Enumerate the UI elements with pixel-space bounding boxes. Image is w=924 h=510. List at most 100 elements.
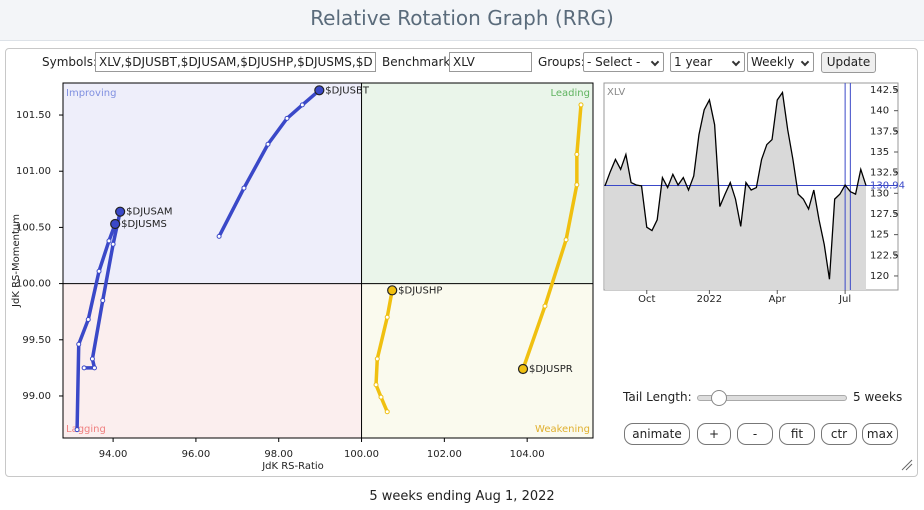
y-tick-label: 137.5 [870, 126, 899, 137]
price-line [604, 90, 867, 280]
tail-point [574, 151, 580, 157]
tail-point [106, 238, 112, 244]
zoom-out-button[interactable]: - [737, 423, 773, 445]
x-axis-label: JdK RS-Ratio [261, 461, 324, 472]
y-tick-label: 142.5 [870, 85, 899, 96]
x-tick-label: Oct [638, 294, 655, 305]
panel [5, 48, 918, 477]
tail-point [100, 297, 106, 303]
y-tick-label: 100.50 [16, 222, 51, 233]
animate-button[interactable]: animate [624, 423, 690, 445]
tail-line [217, 88, 321, 238]
page-title: Relative Rotation Graph (RRG) [310, 6, 614, 30]
tail-point [574, 182, 580, 188]
y-tick-label: 101.00 [16, 166, 51, 177]
y-tick-label: 101.50 [16, 110, 51, 121]
price-title: XLV [607, 87, 625, 98]
zoom-in-button[interactable]: + [697, 423, 731, 445]
plot-frame [62, 82, 594, 439]
y-tick-label: 120 [870, 271, 889, 282]
quadrant-label: Lagging [66, 424, 106, 435]
tail-slider-knob[interactable] [711, 390, 727, 406]
tail-point [265, 141, 271, 147]
y-tick-label: 127.5 [870, 209, 899, 220]
tail-point [241, 185, 247, 191]
tail-line [75, 223, 117, 430]
resize-grip [901, 459, 913, 471]
x-tick-label: 104.00 [510, 449, 545, 460]
head-point [387, 285, 398, 296]
head-point [110, 218, 121, 230]
resize-grip [905, 463, 913, 471]
price-area [605, 92, 866, 290]
series-label: $DJUSAM [126, 207, 172, 218]
x-tick-label: Jul [838, 294, 851, 305]
symbols-label: Symbols: [42, 55, 97, 69]
tail-label: Tail Length: [623, 390, 692, 404]
groups-select[interactable]: - Select - [583, 52, 664, 72]
tail-point [74, 427, 80, 433]
y-axis-label: JdK RS-Momentum [11, 214, 22, 308]
period-select[interactable]: 1 year [670, 52, 745, 72]
groups-label: Groups: [538, 55, 585, 69]
y-tick-label: 100.00 [16, 279, 51, 290]
tail-point [542, 303, 548, 309]
tail-line [521, 104, 583, 370]
series-label: $DJUSHP [398, 285, 442, 296]
symbols-input[interactable]: XLV,$DJUSBT,$DJUSAM,$DJUSHP,$DJUSMS,$D [95, 52, 376, 72]
y-tick-label: 130 [870, 188, 889, 199]
head-point [314, 85, 325, 96]
head-point [115, 206, 126, 217]
x-tick-label: 96.00 [182, 449, 211, 460]
tail-point [578, 102, 584, 108]
tail-point [216, 233, 222, 239]
update-button[interactable]: Update [821, 52, 876, 73]
y-tick-label: 135 [870, 147, 889, 158]
tail-value: 5 weeks [853, 390, 903, 404]
quadrant-lagging [63, 283, 362, 438]
series-label: $DJUSBT [325, 85, 370, 96]
fit-button[interactable]: fit [779, 423, 815, 445]
x-tick-label: 102.00 [427, 449, 462, 460]
quadrant-improving [63, 83, 362, 284]
y-tick-label: 122.5 [870, 250, 899, 261]
x-tick-label: 98.00 [264, 449, 293, 460]
tail-point [76, 341, 82, 347]
y-tick-label: 132.5 [870, 168, 899, 179]
footer: 5 weeks ending Aug 1, 2022 [369, 489, 555, 504]
last-value-label: 130.94 [870, 181, 905, 192]
y-tick-label: 140 [870, 106, 889, 117]
tail-line [374, 290, 394, 413]
x-tick-label: 94.00 [99, 449, 128, 460]
tail-slider[interactable] [697, 395, 847, 401]
benchmark-label: Benchmark: [382, 55, 455, 69]
center-button[interactable]: ctr [821, 423, 857, 445]
tail-point [89, 356, 95, 362]
quadrant-label: Leading [551, 88, 591, 99]
header-bar [0, 0, 924, 41]
tail-point [384, 409, 390, 415]
tail-point [563, 237, 569, 243]
y-tick-label: 125 [870, 230, 889, 241]
quadrant-leading [361, 83, 593, 284]
tail-point [110, 241, 116, 247]
y-tick-label: 99.50 [22, 335, 51, 346]
quadrant-weakening [361, 283, 593, 438]
tail-point [373, 382, 379, 388]
y-tick-label: 99.00 [22, 391, 51, 402]
frequency-select[interactable]: Weekly [747, 52, 814, 72]
max-button[interactable]: max [862, 423, 898, 445]
benchmark-input[interactable]: XLV [449, 52, 532, 72]
tail-point [378, 394, 384, 400]
tail-point [284, 115, 290, 121]
x-tick-label: 2022 [697, 294, 722, 305]
quadrant-label: Weakening [535, 424, 590, 435]
tail-point [91, 365, 97, 371]
series-label: $DJUSPR [529, 364, 573, 375]
tail-point [384, 314, 390, 320]
x-tick-label: 100.00 [344, 449, 379, 460]
tail-point [299, 102, 305, 108]
head-point [517, 363, 529, 375]
